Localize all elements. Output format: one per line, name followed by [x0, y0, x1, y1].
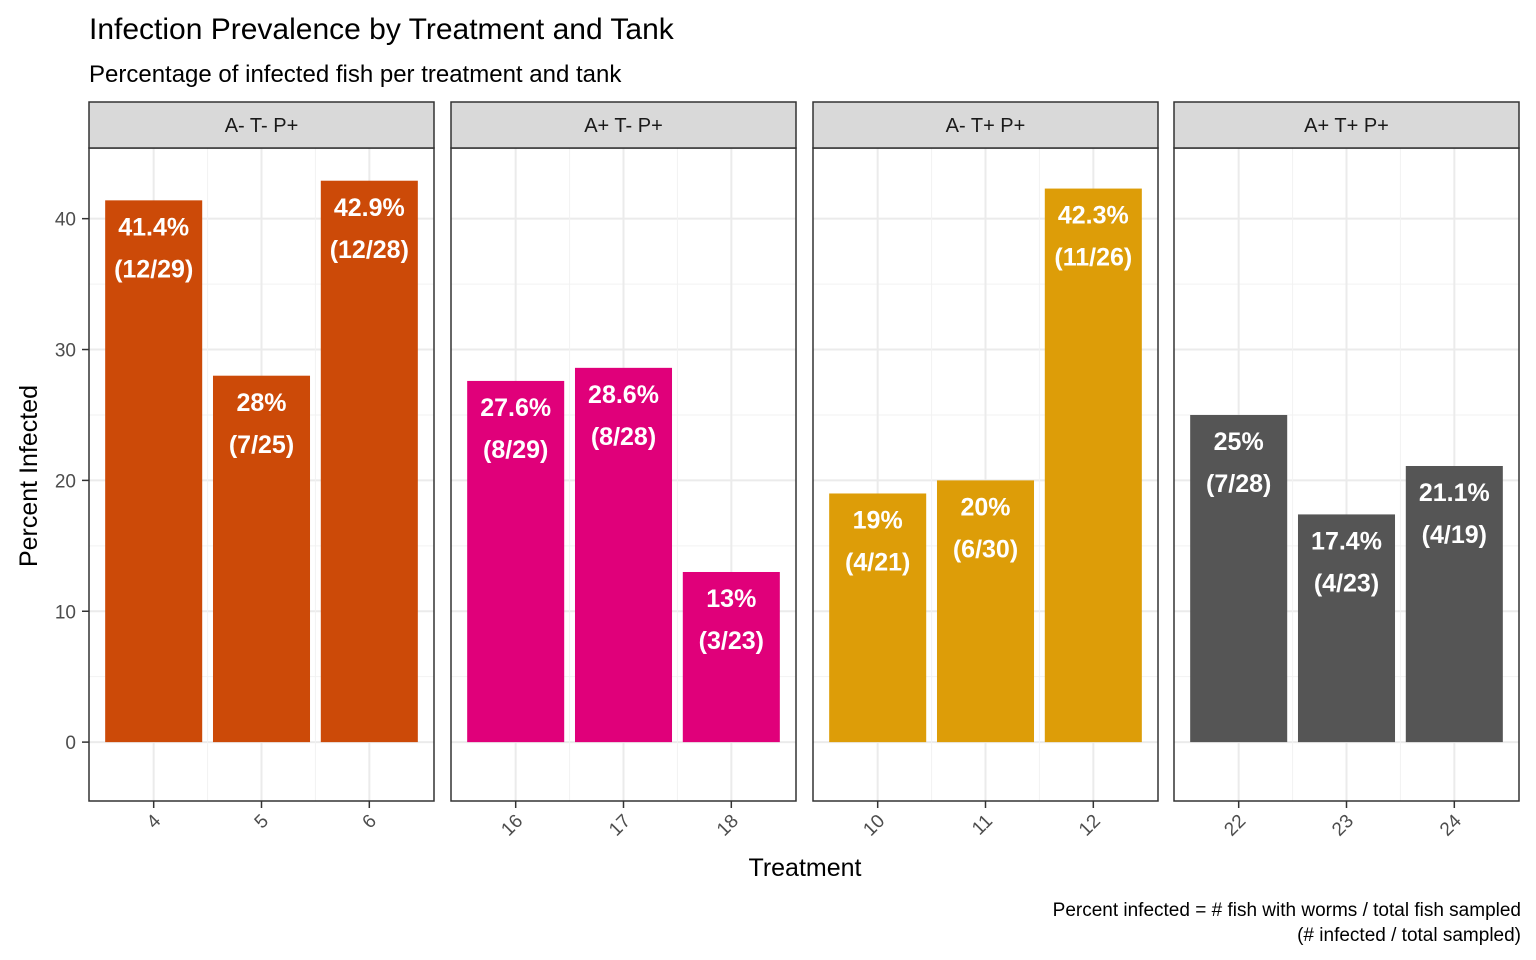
bar-percent-label: 17.4%	[1311, 528, 1382, 556]
y-axis-title: Percent Infected	[15, 385, 43, 567]
x-tick-label: 10	[859, 811, 889, 841]
facet-strip	[812, 101, 1159, 149]
bar-percent-label: 19%	[853, 507, 903, 535]
bar	[1297, 514, 1396, 743]
bar-count-label: (4/19)	[1422, 521, 1487, 549]
bar	[467, 380, 565, 743]
bar-count-label: (3/23)	[699, 627, 764, 655]
x-tick-label: 11	[968, 811, 997, 840]
bar-percent-label: 21.1%	[1419, 479, 1490, 507]
x-tick-label: 24	[1436, 810, 1466, 840]
bar	[1044, 188, 1142, 743]
chart-subtitle: Percentage of infected fish per treatmen…	[89, 61, 622, 88]
bar-percent-label: 28.6%	[588, 381, 659, 409]
bar	[320, 180, 418, 743]
bar	[1190, 414, 1288, 743]
x-tick-label: 12	[1075, 811, 1105, 841]
bar-count-label: (4/21)	[845, 549, 910, 577]
y-tick-label: 20	[55, 471, 76, 492]
facet-strip-label: A+ T+ P+	[1304, 115, 1389, 137]
bar	[105, 200, 203, 743]
facet-strip-label: A+ T- P+	[584, 115, 663, 137]
bar	[574, 367, 673, 743]
bar-count-label: (8/29)	[483, 436, 548, 464]
bar-percent-label: 20%	[960, 494, 1010, 522]
bar-percent-label: 13%	[706, 585, 756, 613]
y-axis: 0 10 20 30 40	[55, 210, 89, 754]
chart-title: Infection Prevalence by Treatment and Ta…	[89, 13, 675, 46]
bar	[1405, 465, 1503, 743]
bar-percent-label: 42.3%	[1058, 202, 1129, 230]
bar-count-label: (6/30)	[953, 536, 1018, 564]
facet-strip	[88, 101, 435, 149]
x-tick-label: 23	[1328, 811, 1358, 841]
facet-strip	[450, 101, 797, 149]
x-axis-title: Treatment	[748, 854, 861, 882]
x-tick-label: 16	[497, 811, 527, 841]
facet-panels: 41.4% (12/29) 4 28% (7/25) 5 42.9% (12/28) 6 A- T…	[88, 101, 1520, 841]
caption-line-1: Percent infected = # fish with worms / t…	[1053, 900, 1521, 921]
x-tick-label: 5	[251, 811, 273, 833]
x-tick-label: 6	[359, 811, 381, 833]
facet-strip	[1173, 101, 1520, 149]
caption-line-2: (# infected / total sampled)	[1297, 925, 1521, 946]
y-tick-label: 30	[55, 341, 76, 362]
bar	[212, 375, 311, 743]
facet-panel: 19% (4/21) 10 20% (6/30) 11 42.3% (11/26) 12 A- T…	[812, 101, 1159, 841]
x-tick-label: 22	[1220, 811, 1250, 841]
facet-panel: 27.6% (8/29) 16 28.6% (8/28) 17 13% (3/23) 18 A+ …	[450, 101, 797, 841]
bar-count-label: (11/26)	[1054, 244, 1132, 272]
y-tick-label: 0	[65, 733, 76, 754]
bar-count-label: (12/29)	[114, 256, 193, 284]
x-tick-label: 17	[605, 811, 635, 841]
y-tick-label: 10	[55, 602, 76, 623]
bar	[682, 571, 780, 743]
bar-percent-label: 25%	[1214, 428, 1264, 456]
bar	[829, 493, 927, 743]
facet-panel: 25% (7/28) 22 17.4% (4/23) 23 21.1% (4/19) 24 A+ …	[1173, 101, 1520, 841]
x-tick-label: 4	[143, 810, 166, 833]
bar-percent-label: 41.4%	[118, 214, 189, 242]
bar-percent-label: 28%	[236, 389, 286, 417]
bar	[936, 480, 1035, 743]
bar-count-label: (7/25)	[229, 431, 294, 459]
facet-strip-label: A- T+ P+	[946, 115, 1026, 137]
bar-percent-label: 27.6%	[480, 394, 551, 422]
bar-count-label: (12/28)	[330, 236, 409, 264]
bar-count-label: (7/28)	[1206, 470, 1271, 498]
facet-panel: 41.4% (12/29) 4 28% (7/25) 5 42.9% (12/28) 6 A- T…	[88, 101, 435, 833]
bar-count-label: (4/23)	[1314, 570, 1379, 598]
facet-strip-label: A- T- P+	[225, 115, 299, 137]
x-tick-label: 18	[713, 811, 743, 841]
bar-percent-label: 42.9%	[334, 194, 405, 222]
y-tick-label: 40	[55, 210, 76, 231]
bar-count-label: (8/28)	[591, 423, 656, 451]
